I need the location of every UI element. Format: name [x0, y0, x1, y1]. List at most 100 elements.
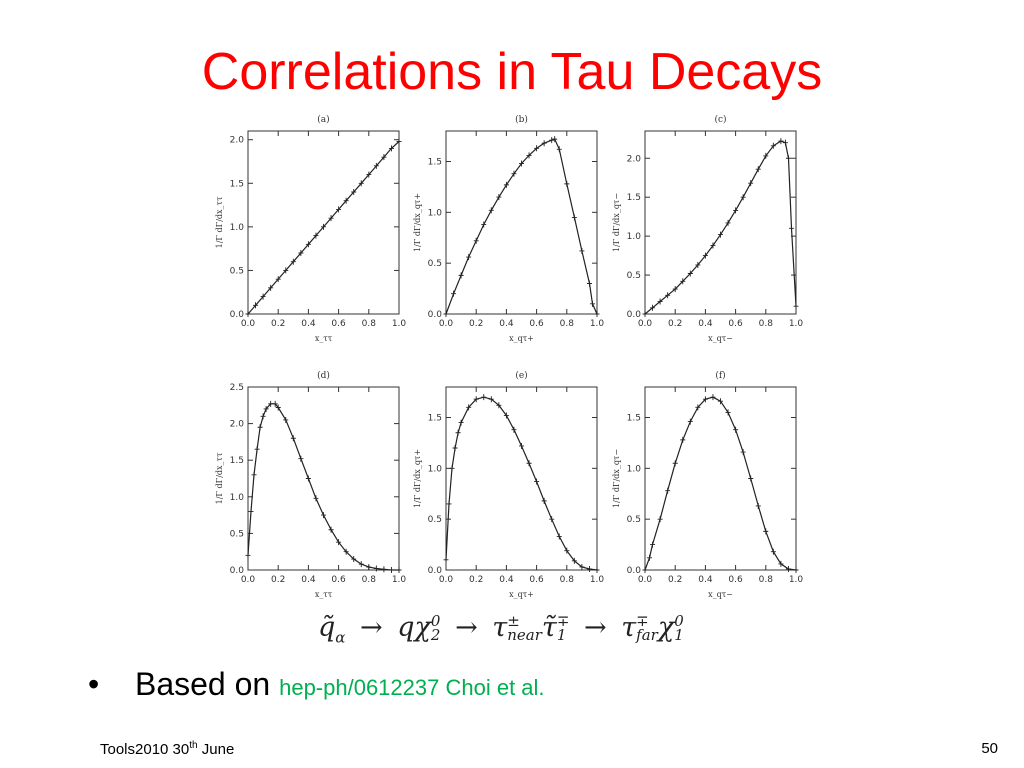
data-point: [321, 223, 326, 230]
y-tick-label: 0.5: [428, 515, 442, 525]
x-axis-label: x_ττ: [315, 334, 333, 343]
data-point: [253, 302, 259, 309]
data-point: [396, 138, 402, 145]
bullet-marker: •: [88, 666, 100, 702]
formula-chi1-sup: 0: [674, 612, 684, 630]
chart-panel-3: (c) 0.0 0.2 0.4 0.6 0.8 1.0 0.0 0.5 1.0 1.5 2.0 x_qτ…: [612, 114, 803, 343]
data-point: [725, 219, 731, 226]
x-axis-label: x_qτ−: [708, 334, 733, 343]
data-point: [586, 565, 592, 572]
x-tick-label: 0.8: [560, 319, 575, 329]
y-axis-label: 1/Γ dΓ/dx_qτ+: [413, 449, 422, 508]
data-point: [290, 258, 296, 265]
data-point: [763, 152, 769, 159]
data-point: [388, 145, 394, 152]
data-point: [586, 280, 592, 287]
x-tick-label: 0.4: [301, 575, 316, 585]
formula-arrow-1: →: [360, 612, 383, 643]
x-tick-label: 0.6: [728, 319, 743, 329]
y-tick-label: 1.0: [230, 223, 245, 233]
x-axis-label: x_qτ+: [509, 334, 534, 343]
data-point: [473, 396, 479, 403]
formula-tau-far: τ: [621, 612, 637, 643]
data-point: [449, 465, 455, 472]
y-tick-label: 2.5: [230, 383, 244, 393]
x-tick-label: 1.0: [392, 575, 407, 585]
y-tick-label: 1.0: [428, 464, 443, 474]
chart-panel-4: (d) 0.0 0.2 0.4 0.6 0.8 1.0 0.0 0.5 1.0 1.5 2.0 2.5 x…: [215, 370, 406, 599]
data-point: [564, 180, 570, 187]
x-tick-label: 0.8: [759, 319, 774, 329]
y-tick-label: 0.5: [627, 271, 641, 281]
data-point: [770, 142, 776, 149]
x-tick-label: 1.0: [789, 319, 804, 329]
data-point: [589, 300, 595, 307]
data-point: [642, 567, 648, 573]
y-tick-label: 2.0: [230, 136, 245, 146]
y-axis-label: 1/Γ dΓ/dx_qτ−: [612, 193, 621, 252]
data-point: [755, 166, 761, 173]
data-point: [321, 512, 326, 519]
bullet-item: • Based on hep-ph/0612237 Choi et al.: [88, 666, 545, 703]
formula-tau-near: τ: [492, 612, 508, 643]
formula-stau-scripts: ∓ 1: [557, 614, 570, 643]
x-axis-label: x_qτ+: [509, 590, 534, 599]
formula-quark: q: [397, 612, 415, 643]
x-tick-label: 1.0: [789, 575, 804, 585]
series-line: [247, 403, 399, 571]
data-point: [381, 154, 387, 161]
data-point: [770, 548, 776, 555]
y-axis-label: 1/Γ dΓ/dx_ττ: [215, 452, 224, 504]
data-point: [496, 402, 502, 409]
data-point: [298, 250, 304, 256]
data-point: [388, 567, 394, 573]
y-tick-label: 0.0: [230, 566, 245, 576]
data-point: [534, 145, 540, 152]
data-point: [351, 556, 357, 563]
data-point: [793, 303, 799, 310]
data-point: [446, 500, 452, 507]
data-point: [290, 435, 296, 442]
y-tick-label: 0.0: [428, 310, 443, 320]
x-tick-label: 0.0: [638, 319, 653, 329]
data-point: [254, 446, 260, 453]
x-tick-label: 1.0: [590, 575, 605, 585]
data-point: [272, 400, 278, 407]
data-point: [579, 563, 585, 570]
formula-tau-near-sup: ±: [507, 612, 520, 630]
x-tick-label: 0.2: [271, 319, 285, 329]
panel-label: (a): [317, 114, 329, 125]
data-point: [268, 284, 274, 291]
data-point: [710, 394, 716, 401]
data-point: [556, 533, 562, 540]
formula-chi2-sub: 2: [430, 625, 441, 644]
data-point: [328, 526, 334, 533]
data-point: [665, 487, 671, 494]
y-tick-label: 1.0: [627, 464, 642, 474]
data-point: [552, 136, 558, 143]
reference-link[interactable]: hep-ph/0612237 Choi et al.: [279, 675, 545, 700]
data-point: [740, 449, 746, 456]
y-tick-label: 2.0: [627, 154, 642, 164]
y-tick-label: 1.0: [627, 232, 642, 242]
data-point: [733, 207, 739, 214]
data-point: [366, 171, 372, 178]
data-point: [313, 232, 319, 239]
data-point: [257, 424, 263, 431]
formula-tau-far-scripts: ∓ far: [636, 614, 658, 643]
data-point: [549, 137, 555, 144]
x-tick-label: 0.2: [469, 575, 483, 585]
x-tick-label: 0.4: [499, 319, 514, 329]
data-point: [579, 247, 585, 254]
data-point: [443, 311, 449, 317]
data-point: [488, 207, 494, 214]
data-point: [725, 409, 731, 416]
data-point: [680, 278, 686, 285]
data-point: [381, 566, 387, 573]
data-point: [763, 528, 769, 535]
x-tick-label: 0.8: [362, 575, 377, 585]
data-point: [358, 180, 364, 187]
data-point: [305, 241, 311, 248]
data-point: [556, 146, 562, 153]
